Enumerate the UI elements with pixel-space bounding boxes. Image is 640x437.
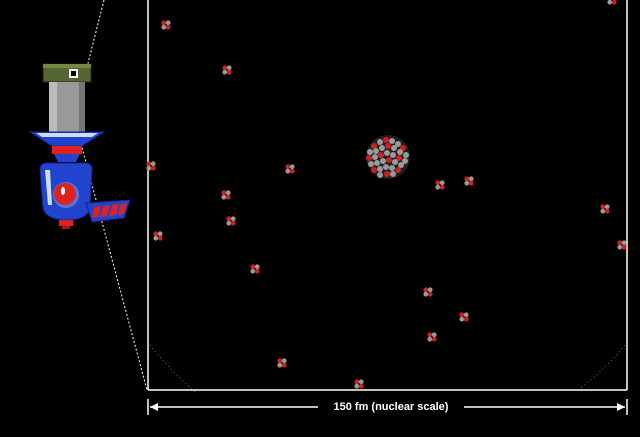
zoom-line-bottom [79,139,148,391]
alpha-particle-icon [221,190,231,200]
alpha-particles [146,0,627,389]
alpha-particle-icon [277,358,287,368]
alpha-particle-icon [459,312,469,322]
arc-left [149,344,196,393]
alpha-particle-icon [222,65,232,75]
alpha-particle-gun-icon [28,63,131,229]
alpha-particle-icon [607,0,617,5]
alpha-particle-icon [226,216,236,226]
alpha-particle-icon [423,287,433,297]
alpha-particle-icon [464,176,474,186]
alpha-particle-icon [354,379,364,389]
scale-label: 150 fm (nuclear scale) [318,398,464,416]
alpha-particle-icon [153,231,163,241]
atomic-nucleus-icon [366,135,410,179]
arc-right [577,344,626,391]
alpha-particle-icon [617,240,627,250]
alpha-particle-icon [427,332,437,342]
alpha-particle-icon [600,204,610,214]
alpha-particle-icon [250,264,260,274]
alpha-particle-icon [161,20,171,30]
alpha-particle-icon [435,180,445,190]
alpha-particle-icon [285,164,295,174]
